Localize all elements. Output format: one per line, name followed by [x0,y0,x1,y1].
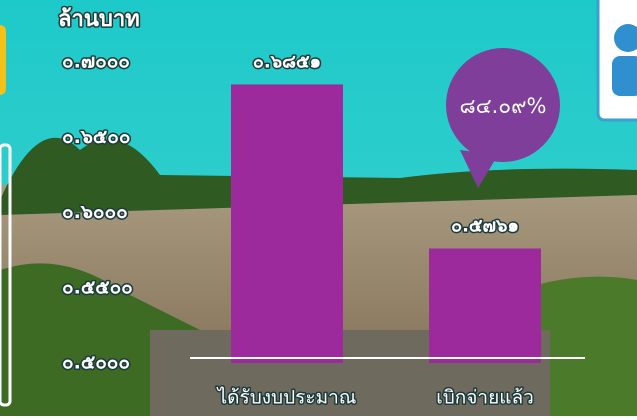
treeline [0,137,637,215]
icon-head [614,24,637,52]
y-tick-label: ๐.๕๕๐๐ [62,276,133,298]
icon-body [612,56,637,96]
x-tick-label: ได้รับงบประมาณ [216,387,357,409]
annotation: ๘๔.๐๙% [460,94,547,118]
y-tick-label: ๐.๗๐๐๐ [62,51,130,73]
value-label: ๐.๖๘๕๑ [253,51,321,72]
bar [231,84,343,363]
side-panel [0,143,12,407]
y-tick-label: ๐.๖๐๐๐ [62,201,128,223]
bubble [446,48,560,162]
x-tick-label: เบิกจ่ายแล้ว [436,387,534,409]
y-tick-label: ๐.๖๕๐๐ [62,126,130,148]
bar [429,248,541,363]
y-axis-label: ล้านบาท [58,7,140,32]
value-label: ๐.๕๗๖๑ [451,215,519,236]
side-tab [0,25,6,95]
y-tick-label: ๐.๕๐๐๐ [62,352,130,374]
